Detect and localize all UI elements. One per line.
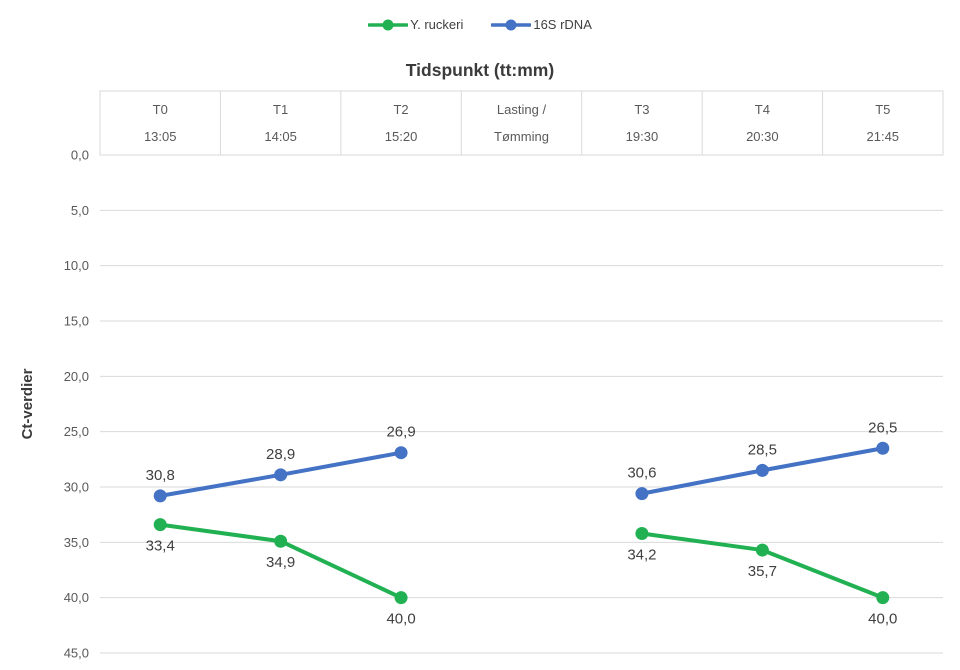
- data-point: [635, 526, 649, 540]
- data-point-label: 35,7: [748, 563, 777, 580]
- category-label: Lasting /: [497, 102, 547, 117]
- category-label: T2: [393, 102, 408, 117]
- category-label: T1: [273, 102, 288, 117]
- data-point: [274, 534, 288, 548]
- chart-title: Tidspunkt (tt:mm): [405, 60, 555, 80]
- data-point: [394, 591, 408, 605]
- data-point: [876, 441, 890, 455]
- data-point: [153, 518, 167, 532]
- legend: Y. ruckeri 16S rDNA: [0, 18, 960, 31]
- data-point-label: 30,8: [146, 467, 175, 484]
- legend-line-marker-icon: [368, 19, 409, 30]
- y-tick-label: 20,0: [64, 369, 89, 384]
- data-point-label: 30,6: [627, 465, 656, 482]
- legend-label: Y. ruckeri: [410, 17, 464, 32]
- data-point-label: 34,2: [627, 546, 656, 563]
- y-tick-label: 15,0: [64, 314, 89, 329]
- data-point-label: 26,9: [386, 424, 415, 441]
- data-point-label: 33,4: [146, 538, 175, 555]
- category-header-box: [99, 90, 944, 156]
- data-point: [153, 489, 167, 503]
- category-time-label: 19:30: [626, 129, 659, 144]
- category-label: T3: [634, 102, 649, 117]
- y-tick-label: 5,0: [71, 203, 89, 218]
- y-tick-label: 35,0: [64, 535, 89, 550]
- legend-label: 16S rDNA: [533, 17, 592, 32]
- category-time-label: 13:05: [144, 129, 177, 144]
- category-time-label: 21:45: [867, 129, 900, 144]
- y-tick-label: 25,0: [64, 424, 89, 439]
- data-point: [876, 591, 890, 605]
- legend-item: 16S rDNA: [491, 18, 592, 31]
- data-point-label: 34,9: [266, 554, 295, 571]
- data-point: [635, 487, 649, 501]
- y-tick-label: 10,0: [64, 258, 89, 273]
- category-time-label: 15:20: [385, 129, 418, 144]
- data-point-label: 40,0: [868, 611, 897, 628]
- data-point-label: 26,5: [868, 419, 897, 436]
- category-time-label: 20:30: [746, 129, 779, 144]
- data-point: [755, 463, 769, 477]
- y-axis-title: Ct-verdier: [19, 368, 36, 439]
- data-point-label: 28,9: [266, 446, 295, 463]
- y-tick-label: 30,0: [64, 480, 89, 495]
- category-time-label: Tømming: [494, 129, 549, 144]
- category-label: T5: [875, 102, 890, 117]
- y-tick-label: 0,0: [71, 148, 89, 163]
- legend-line-marker-icon: [491, 19, 532, 30]
- data-point-label: 40,0: [386, 611, 415, 628]
- y-tick-label: 40,0: [64, 590, 89, 605]
- data-point: [394, 446, 408, 460]
- y-tick-label: 45,0: [64, 646, 89, 661]
- category-label: T0: [153, 102, 168, 117]
- category-time-label: 14:05: [264, 129, 297, 144]
- category-label: T4: [755, 102, 770, 117]
- data-point: [755, 543, 769, 557]
- data-point: [274, 468, 288, 482]
- data-point-label: 28,5: [748, 441, 777, 458]
- legend-item: Y. ruckeri: [368, 18, 463, 31]
